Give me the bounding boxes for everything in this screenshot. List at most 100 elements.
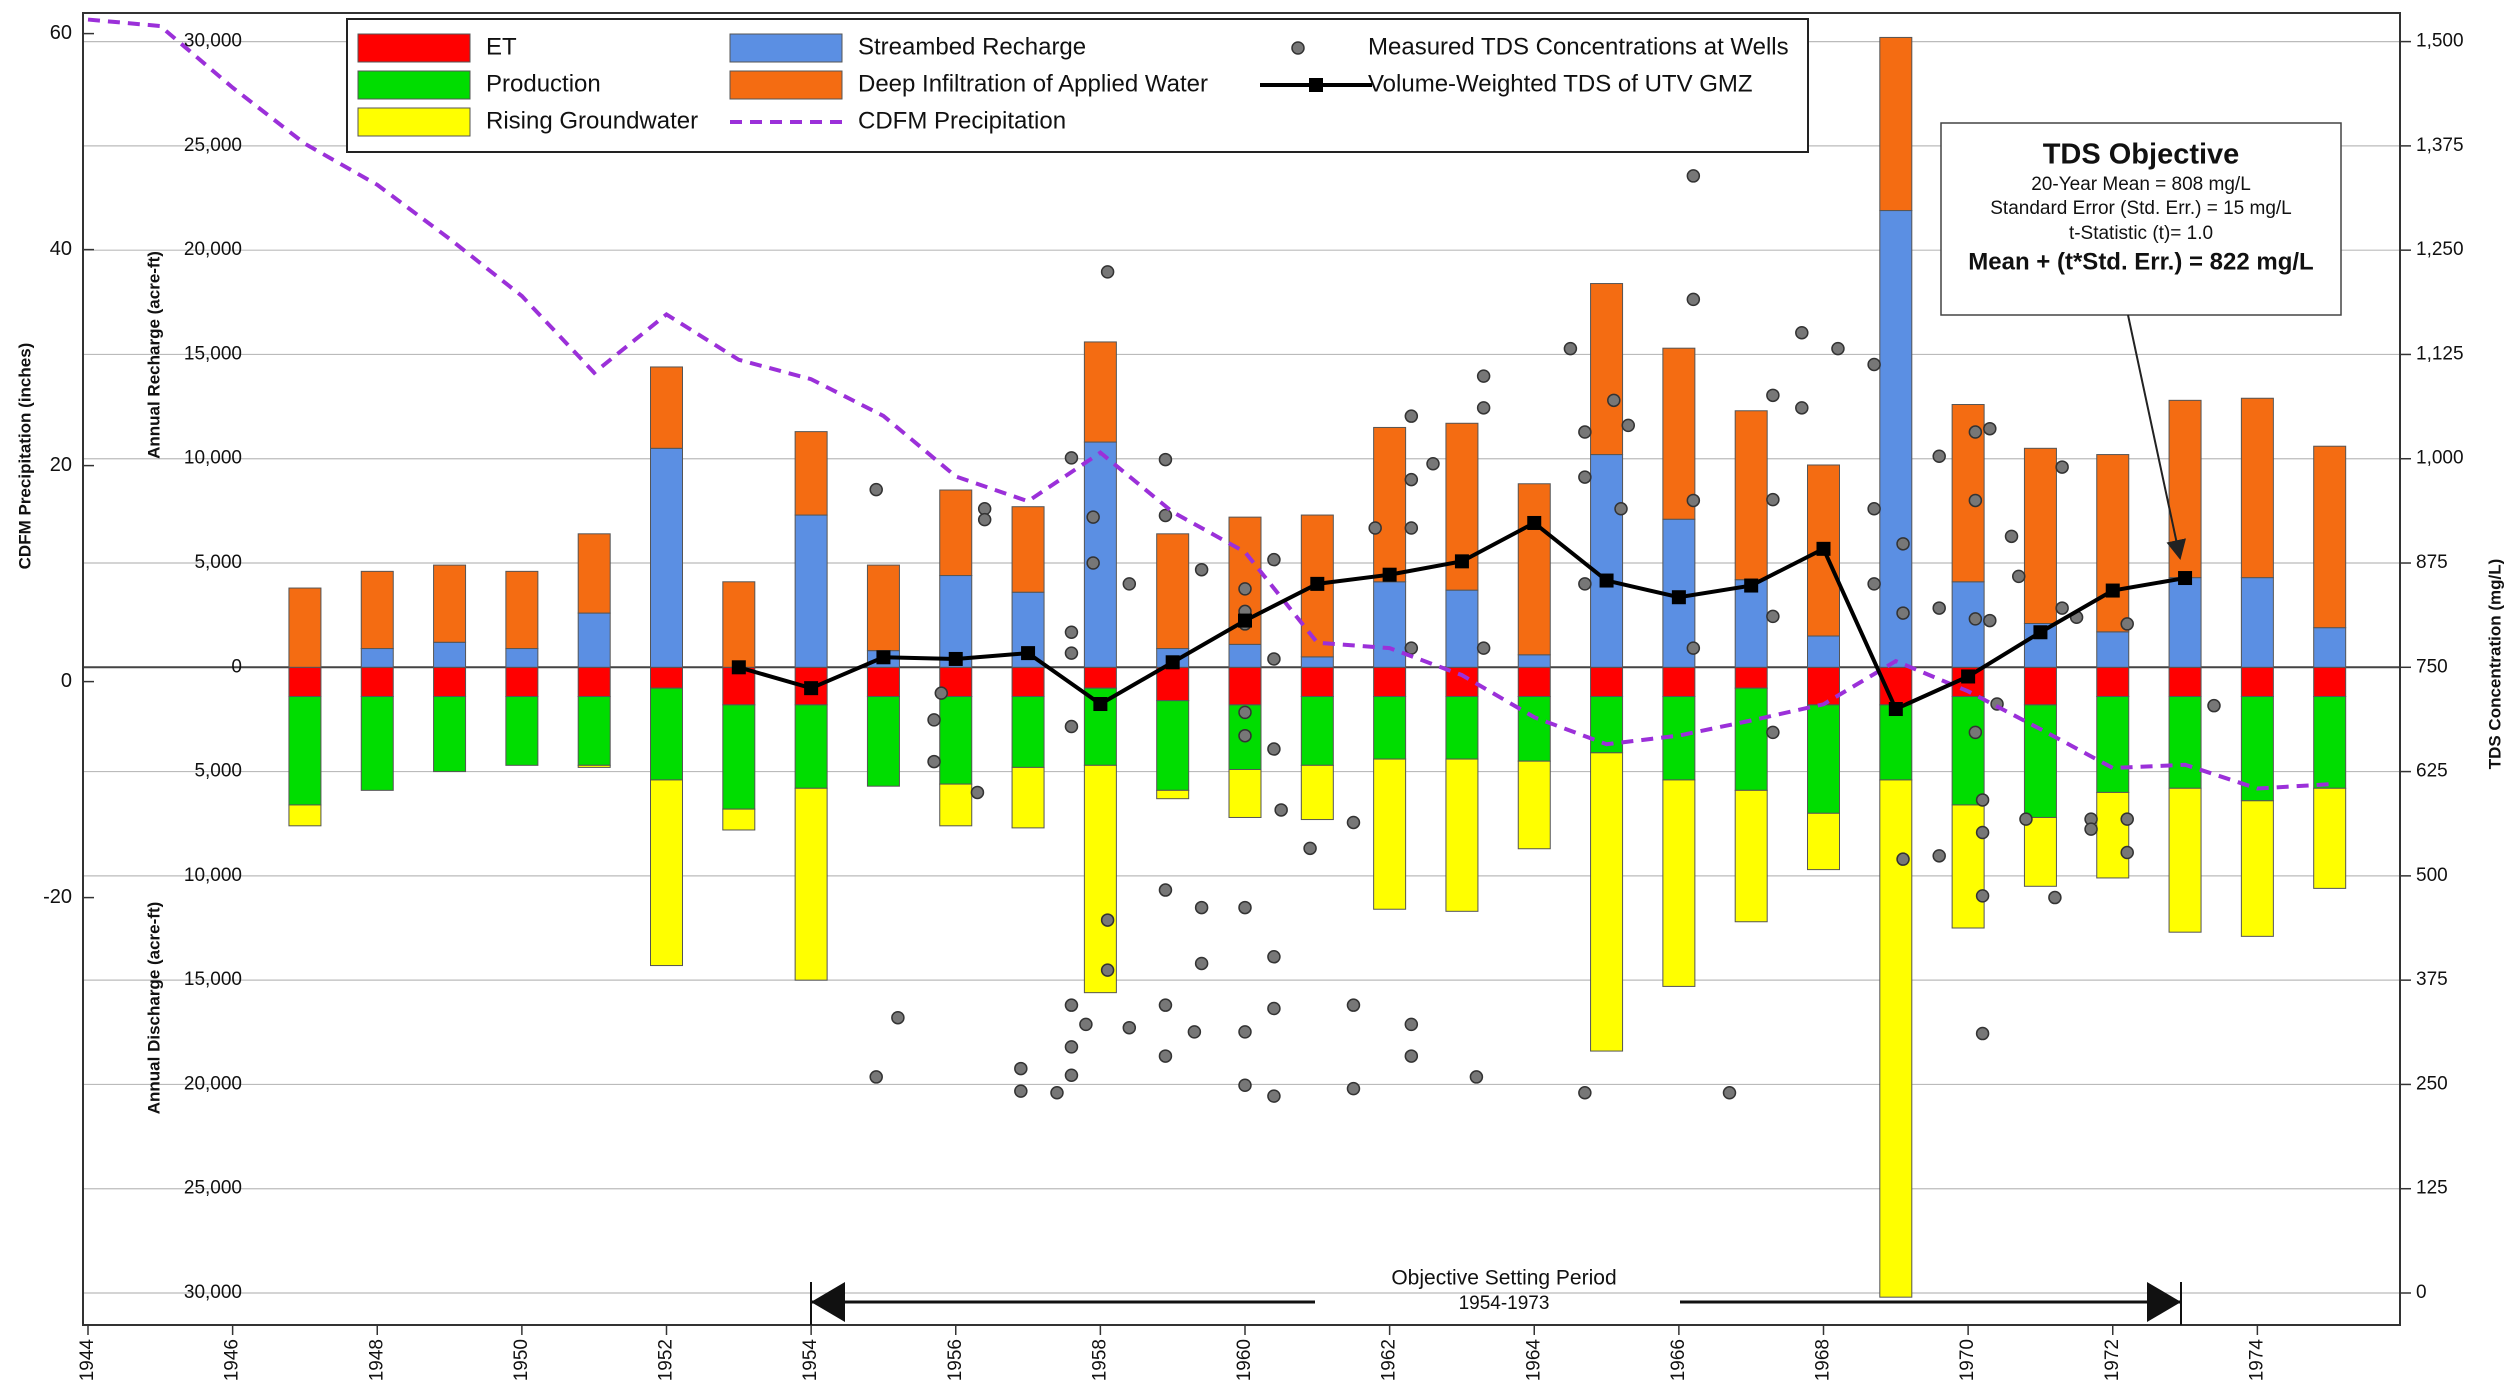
- objective-arrow: [2127, 314, 2187, 560]
- bar: [2240, 666, 2274, 697]
- scatter-point: [1064, 625, 1079, 640]
- y2-tick-label: 1,375: [2416, 135, 2464, 156]
- objective-mean: 20-Year Mean = 808 mg/L: [2031, 174, 2251, 195]
- scatter-point: [2055, 601, 2069, 615]
- scatter-point: [1267, 950, 1281, 964]
- scatter-point: [1238, 1078, 1252, 1093]
- bar: [2313, 695, 2347, 789]
- bar: [577, 695, 611, 766]
- bar: [1228, 666, 1262, 706]
- bar: [1951, 581, 1985, 668]
- scatter-point: [1968, 612, 1983, 626]
- bar: [1734, 666, 1768, 689]
- bar: [1517, 760, 1551, 850]
- scatter-point: [2120, 812, 2134, 826]
- bar: [939, 489, 973, 577]
- bar: [1879, 36, 1913, 212]
- y3-tick-label: -20: [43, 886, 72, 908]
- bar: [939, 695, 973, 785]
- bar: [1590, 454, 1624, 668]
- scatter-point: [1086, 510, 1100, 524]
- x-tick-label: 1964: [1523, 1339, 1544, 1382]
- y2-tick-label: 125: [2416, 1178, 2448, 1199]
- scatter-point: [1404, 472, 1419, 487]
- scatter-point: [1158, 883, 1173, 897]
- y-tick-label: 10,000: [184, 448, 242, 469]
- bar: [1300, 656, 1334, 668]
- y2-tick-label: 1,250: [2416, 239, 2464, 260]
- bar: [577, 666, 611, 697]
- period-years: 1954-1973: [1459, 1293, 1550, 1314]
- bar: [1156, 700, 1190, 791]
- y-axis-title-lower: Annual Discharge (acre-ft): [144, 902, 163, 1115]
- scatter-point: [1607, 393, 1621, 408]
- y2-tick-label: 750: [2416, 656, 2448, 677]
- bar: [2023, 704, 2057, 818]
- scatter-point: [1795, 326, 1809, 340]
- bar: [1445, 695, 1479, 760]
- bar: [288, 666, 322, 697]
- bar: [288, 804, 322, 827]
- legend-label: Streambed Recharge: [858, 33, 1086, 60]
- scatter-point: [934, 686, 949, 700]
- bar: [1734, 579, 1768, 668]
- line-marker: [948, 651, 963, 666]
- scatter-point: [1158, 1049, 1173, 1063]
- x-tick-label: 1950: [511, 1339, 532, 1381]
- bar: [1879, 779, 1913, 1298]
- bar: [577, 612, 611, 668]
- bar: [650, 687, 683, 781]
- bar: [1734, 789, 1768, 923]
- bar: [1879, 704, 1913, 781]
- legend-swatch: [1309, 78, 1323, 92]
- bar: [1517, 483, 1551, 656]
- bar: [939, 783, 973, 827]
- x-tick-label: 1952: [656, 1339, 677, 1381]
- scatter-point: [1014, 1084, 1028, 1098]
- bar: [433, 641, 467, 668]
- scatter-point: [1968, 493, 1983, 508]
- scatter-point: [869, 482, 883, 497]
- scatter-point: [2004, 529, 2019, 544]
- y3-tick-label: 0: [61, 670, 72, 692]
- bar: [2096, 666, 2130, 697]
- bar: [288, 695, 322, 806]
- plot-frame: [82, 12, 2401, 1326]
- y2-tick-label: 875: [2416, 552, 2448, 573]
- scatter-point: [1831, 341, 1845, 356]
- line-marker: [1599, 573, 1614, 588]
- legend-swatch: [357, 107, 471, 137]
- bar: [505, 648, 539, 668]
- line-marker: [1454, 554, 1469, 569]
- bar: [1590, 666, 1624, 697]
- bar: [1156, 533, 1190, 650]
- scatter-point: [1404, 521, 1419, 535]
- bar: [1373, 758, 1407, 910]
- period-arrowhead: [811, 1282, 845, 1322]
- legend-label: Deep Infiltration of Applied Water: [858, 70, 1208, 97]
- bar: [1300, 764, 1334, 821]
- bar: [1590, 283, 1624, 456]
- objective-box: TDS Objective 20-Year Mean = 808 mg/L St…: [1940, 122, 2342, 560]
- bar: [1373, 581, 1407, 668]
- bar: [2096, 454, 2130, 633]
- x-tick-label: 1966: [1668, 1339, 1689, 1381]
- scatter-point: [1896, 852, 1910, 866]
- scatter-point: [1122, 1020, 1137, 1035]
- scatter-point: [1100, 265, 1115, 279]
- bar: [2096, 631, 2130, 668]
- bar: [2240, 800, 2274, 937]
- bar: [1083, 441, 1117, 668]
- x-tick-label: 1972: [2102, 1339, 2123, 1381]
- y-tick-label: 25,000: [184, 135, 242, 156]
- bar: [1951, 804, 1985, 929]
- bar: [2096, 791, 2130, 879]
- bar: [2313, 627, 2347, 668]
- legend-label: ET: [486, 33, 517, 60]
- x-tick-label: 1956: [945, 1339, 966, 1381]
- bar: [794, 431, 828, 516]
- bar: [1373, 426, 1407, 583]
- scatter-point: [1064, 719, 1079, 734]
- scatter-point: [1476, 641, 1491, 655]
